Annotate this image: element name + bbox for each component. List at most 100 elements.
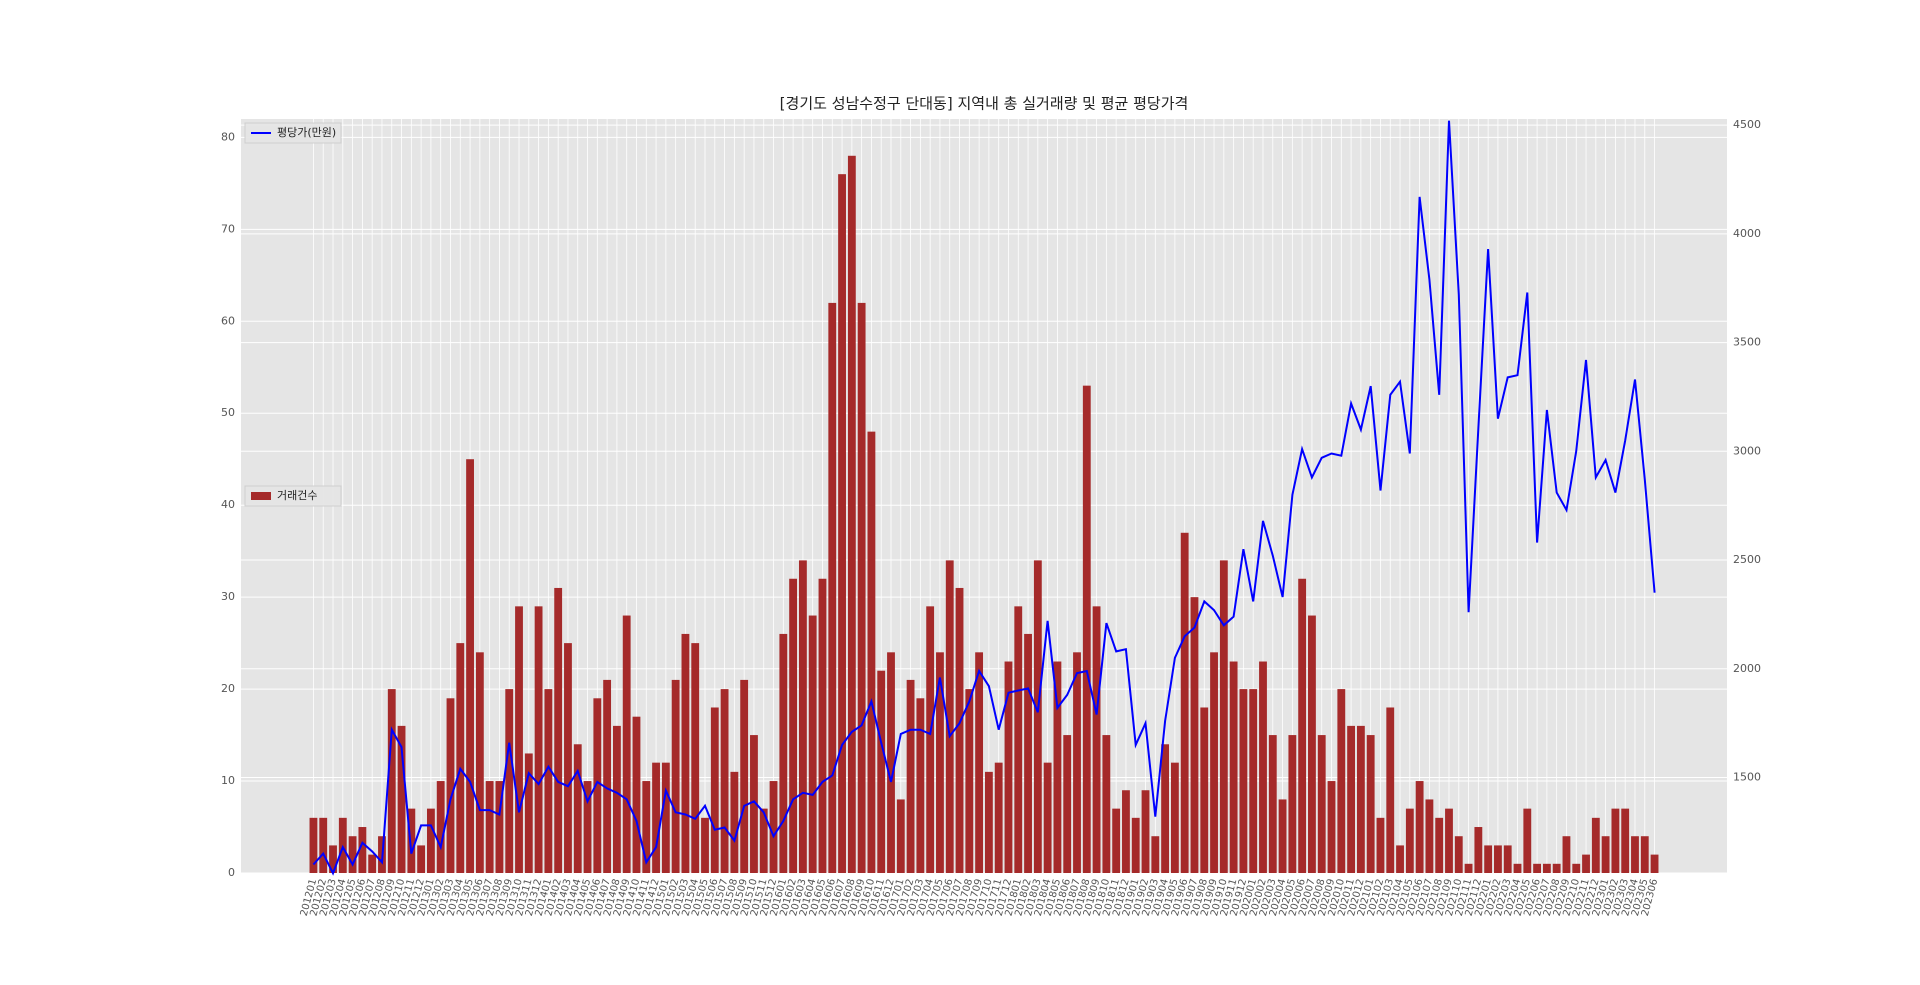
bar	[1523, 808, 1532, 873]
y2-tick-label: 3500	[1733, 336, 1761, 349]
chart-title: [경기도 성남수정구 단대동] 지역내 총 실거래량 및 평균 평당가격	[780, 95, 1189, 113]
bar	[642, 781, 651, 873]
bar	[593, 698, 602, 873]
bar	[329, 845, 337, 873]
bar	[1631, 836, 1639, 873]
bar	[573, 744, 582, 873]
bar	[1112, 808, 1121, 873]
bar	[426, 808, 435, 873]
bar	[1151, 836, 1160, 873]
bar	[368, 854, 377, 873]
bar	[1464, 863, 1473, 873]
bar	[1533, 863, 1542, 873]
bar	[632, 716, 641, 873]
y-tick-label: 70	[221, 222, 235, 235]
bar	[1161, 744, 1170, 873]
bar	[1474, 827, 1483, 873]
bar	[1513, 863, 1522, 873]
y2-tick-label: 1500	[1733, 771, 1761, 784]
bar	[779, 633, 788, 873]
bar	[1347, 725, 1356, 873]
bar	[515, 606, 523, 873]
bar	[691, 643, 700, 873]
bar	[1141, 790, 1150, 873]
y-tick-label: 40	[221, 498, 235, 511]
bar	[896, 799, 905, 873]
plot-background	[241, 119, 1727, 873]
bar	[1210, 652, 1218, 873]
legend-box	[244, 485, 342, 507]
bar	[309, 817, 318, 873]
bar	[1542, 863, 1551, 873]
bar	[1239, 689, 1248, 873]
bar	[652, 762, 660, 873]
legend-label: 거래건수	[277, 489, 317, 502]
bar	[1435, 817, 1444, 873]
bar	[1308, 615, 1316, 873]
bar	[994, 762, 1003, 873]
bar	[955, 587, 964, 873]
bar	[769, 781, 778, 873]
bar	[681, 633, 690, 873]
y-tick-label: 50	[221, 406, 235, 419]
bar	[1552, 863, 1561, 873]
y2-tick-label: 4000	[1733, 227, 1761, 240]
bar	[1033, 560, 1042, 873]
bar	[975, 652, 984, 873]
bar	[1640, 836, 1649, 873]
line	[312, 120, 1656, 876]
bar	[1415, 781, 1424, 873]
bar	[1356, 725, 1365, 873]
bar	[1484, 845, 1493, 873]
bar	[867, 431, 876, 873]
bar	[544, 689, 553, 873]
bar	[1014, 606, 1023, 873]
bar	[466, 459, 474, 873]
bar	[1004, 661, 1013, 873]
bar	[730, 771, 739, 873]
bar	[906, 679, 915, 873]
bar	[1053, 661, 1062, 873]
y-tick-label: 30	[221, 590, 235, 603]
bar	[818, 578, 827, 873]
y-tick-label: 80	[221, 130, 235, 143]
bar	[661, 762, 670, 873]
bar	[1219, 560, 1228, 873]
bar	[1327, 781, 1336, 873]
bar	[828, 302, 837, 873]
bar	[1611, 808, 1620, 873]
bar	[945, 560, 954, 873]
bar	[319, 817, 328, 873]
bar	[475, 652, 484, 873]
bar	[1454, 836, 1463, 873]
bar	[1278, 799, 1287, 873]
bar	[436, 781, 445, 873]
y2-tick-label: 4500	[1733, 118, 1761, 131]
y-tick-label: 60	[221, 314, 235, 327]
bar	[407, 808, 416, 873]
bar	[847, 155, 856, 873]
bar	[1650, 854, 1659, 873]
bar	[838, 174, 846, 874]
bar	[1317, 735, 1326, 873]
bar	[1190, 597, 1199, 873]
bar	[740, 679, 749, 873]
bar	[1082, 385, 1091, 873]
bar	[916, 698, 925, 873]
y2-tick-label: 2500	[1733, 553, 1761, 566]
bar	[554, 587, 563, 873]
y2-tick-label: 3000	[1733, 444, 1761, 457]
bar	[612, 725, 621, 873]
bar	[622, 615, 631, 873]
bar	[1376, 817, 1385, 873]
bar	[1621, 808, 1630, 873]
bar	[1298, 578, 1307, 873]
legend-box	[244, 122, 342, 144]
bar	[701, 817, 709, 873]
bar	[583, 781, 592, 873]
bar	[417, 845, 426, 873]
y-tick-label: 20	[221, 682, 235, 695]
bar	[446, 698, 455, 873]
